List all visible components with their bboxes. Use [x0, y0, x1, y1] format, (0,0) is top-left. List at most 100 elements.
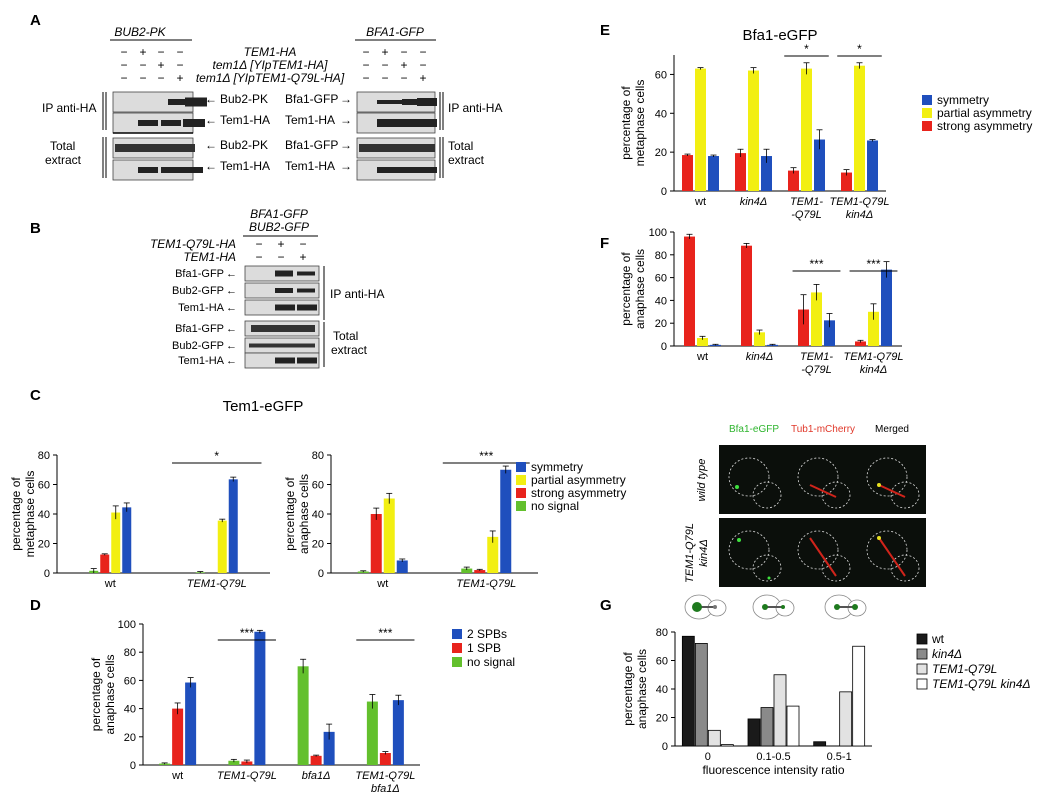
- significance-label: *: [804, 42, 809, 56]
- blot-left: [112, 112, 205, 134]
- cell-outline: [821, 481, 851, 509]
- sign: −: [176, 45, 183, 59]
- y-tick-label: 20: [655, 147, 667, 159]
- bar-kin4Δ: [694, 643, 708, 747]
- spb-dot: [877, 536, 881, 540]
- x-axis-label: fluorescence intensity ratio: [702, 763, 844, 777]
- bar-TEM1-Q79L: [773, 674, 787, 747]
- panel-letter-A: A: [30, 12, 41, 29]
- bar-symmetry: [867, 140, 878, 191]
- blot-label: Tem1-HA: [178, 355, 225, 367]
- sign: −: [277, 250, 284, 264]
- cell-outline: [866, 457, 908, 497]
- legend-swatch: [916, 678, 928, 690]
- category-label: TEM1-: [800, 351, 833, 363]
- bar-no-signal: [297, 666, 309, 765]
- bar-kin4Δ: [760, 707, 774, 747]
- legend-label: TEM1-Q79L kin4Δ: [932, 677, 1031, 691]
- bar-symmetry: [761, 156, 772, 191]
- bar-TEM1-Q79L-kin4Δ: [786, 705, 800, 747]
- significance-label: ***: [479, 449, 493, 463]
- sign: +: [419, 71, 426, 85]
- micrograph-bg: [719, 445, 788, 514]
- bar-symmetry: [122, 507, 132, 573]
- legend-label: TEM1-Q79L: [932, 662, 997, 676]
- bar-partial-asymmetry: [487, 536, 499, 573]
- blot-band: [168, 99, 193, 105]
- bar-strong-asymmetry: [855, 341, 866, 346]
- bar-TEM1-Q79L: [839, 691, 853, 747]
- sign: −: [139, 71, 146, 85]
- sign: −: [419, 45, 426, 59]
- blot-left: [112, 91, 207, 113]
- strain-title: BUB2-GFP: [249, 220, 309, 234]
- cell-icon: [752, 594, 795, 620]
- row-label: tem1Δ [YIpTEM1-Q79L-HA]: [196, 71, 345, 85]
- significance-label: ***: [378, 626, 392, 640]
- cell-outline: [728, 530, 770, 570]
- y-axis-label: percentage of: [89, 657, 103, 731]
- legend-label: strong asymmetry: [531, 486, 626, 500]
- bar-2-SPBs: [392, 700, 404, 765]
- sign: −: [157, 45, 164, 59]
- cell-outline: [866, 530, 908, 570]
- sign: −: [299, 237, 306, 251]
- row-label: TEM1-HA: [244, 45, 297, 59]
- bar-wt: [813, 741, 827, 747]
- blot-band: [185, 97, 207, 107]
- micrograph: [788, 445, 857, 514]
- arrow: →: [340, 92, 352, 106]
- y-tick-label: 80: [124, 647, 136, 659]
- blot-band: [377, 100, 407, 104]
- blot-right: [356, 91, 437, 113]
- ip-label: IP anti-HA: [448, 101, 502, 115]
- row-label: TEM1-HA: [183, 250, 236, 264]
- micro-col-label: Bfa1-eGFP: [729, 424, 779, 435]
- cell-outline: [890, 554, 920, 582]
- strain-title: BFA1-GFP: [250, 207, 308, 221]
- row-label: tem1Δ [YIpTEM1-HA]: [213, 58, 329, 72]
- y-axis-label: percentage of: [621, 652, 635, 726]
- bar-partial-asymmetry: [217, 520, 227, 573]
- cell-icon: [684, 594, 727, 620]
- sign: +: [157, 58, 164, 72]
- cell-outline: [890, 481, 920, 509]
- category-label: bfa1Δ: [371, 783, 400, 795]
- cell-icon: [824, 594, 867, 620]
- sign: +: [381, 45, 388, 59]
- bar-wt: [747, 718, 761, 747]
- arrow: →: [340, 159, 352, 173]
- blot-label: Bub2-GFP: [172, 340, 224, 352]
- blot-band: [161, 167, 183, 173]
- micro-col-label: Merged: [875, 424, 909, 435]
- blot-label: Bfa1-GFP: [285, 138, 338, 152]
- legend-label: symmetry: [937, 93, 989, 107]
- significance-label: *: [857, 42, 862, 56]
- chart-E: 0 20 40 60 percentage of metaphase cells wt kin…: [619, 42, 889, 221]
- arrow: ←: [226, 285, 237, 297]
- blot-band: [297, 304, 317, 311]
- total-label: extract: [448, 153, 485, 167]
- blot-band: [402, 99, 427, 105]
- y-tick-label: 60: [656, 656, 668, 668]
- blot-band: [249, 343, 315, 348]
- y-tick-label: 20: [124, 732, 136, 744]
- y-tick-label: 40: [655, 108, 667, 120]
- bar-strong-asymmetry: [788, 170, 799, 191]
- blot-band: [297, 288, 315, 293]
- y-tick-label: 80: [655, 250, 667, 262]
- y-axis-label: metaphase cells: [633, 80, 647, 167]
- blot-left: [112, 159, 203, 181]
- blot-B: [244, 320, 320, 337]
- category-label: -Q79L: [791, 209, 822, 221]
- sign: −: [381, 58, 388, 72]
- panel-letter-C: C: [30, 387, 41, 404]
- blot-label: Bfa1-GFP: [175, 268, 224, 280]
- blot-label: Tem1-HA: [178, 302, 225, 314]
- arrow: →: [340, 113, 352, 127]
- bar-symmetry: [500, 469, 512, 573]
- category-label: TEM1-Q79L: [830, 196, 890, 208]
- significance-label: *: [214, 449, 219, 463]
